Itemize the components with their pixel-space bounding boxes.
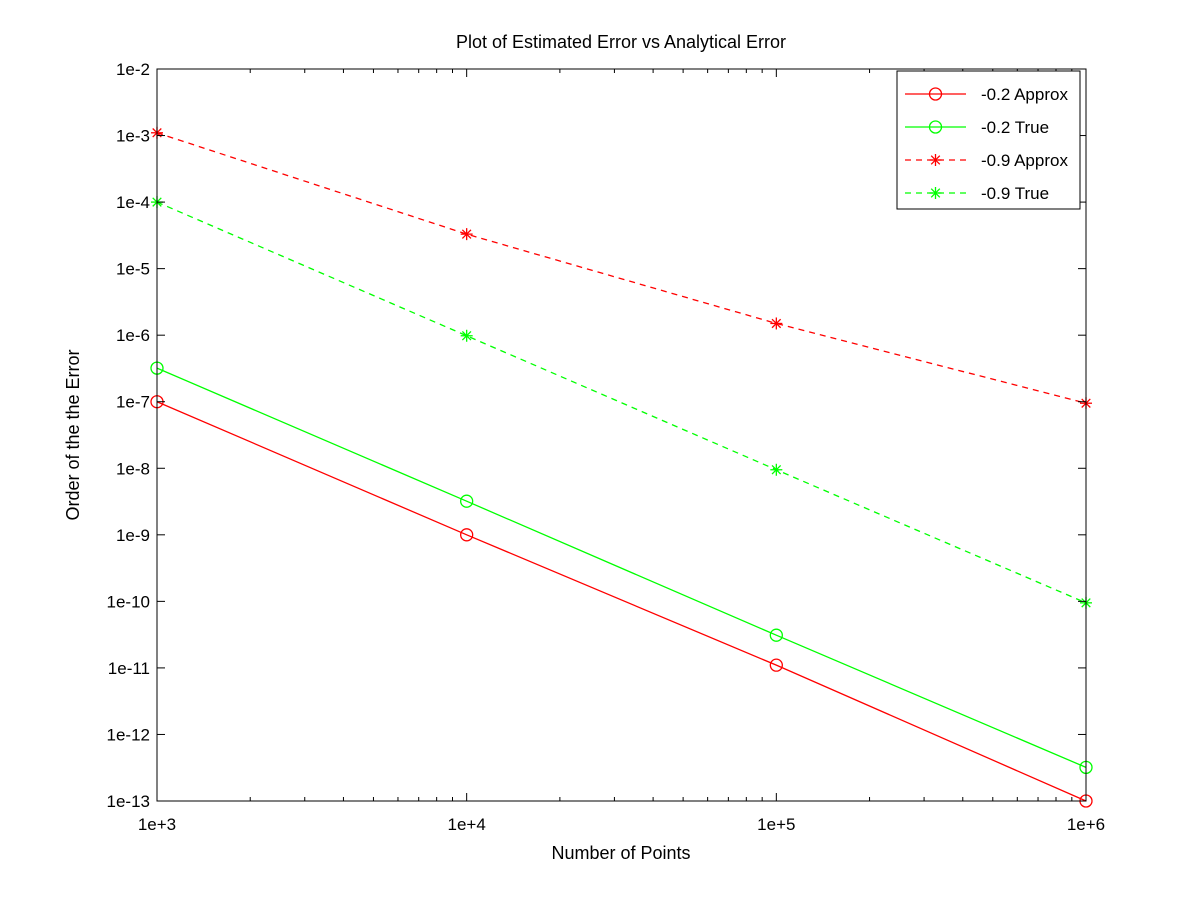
data-point [770,463,783,476]
data-point [770,317,783,330]
legend: -0.2 Approx -0.2 True -0.9 Approx -0.9 True [896,70,1081,210]
y-tick-label: 1e-10 [107,592,150,611]
legend-marker [929,187,942,199]
legend-marker [929,154,942,166]
y-axis-title: Order of the the Error [63,349,83,520]
series-line [156,201,1087,604]
y-tick-label: 1e-5 [116,260,150,279]
series-line [156,132,1087,404]
legend-marker [928,120,943,134]
data-point [769,628,783,642]
data-point [460,494,474,508]
y-tick-label: 1e-4 [116,193,150,212]
series-line [156,401,1087,802]
axis-tick-labels: 1e+3 1e+4 1e+5 1e+6 1e-13 1e-12 1e-11 1e-10 1e-9… [107,60,1106,834]
series-line [156,367,1087,768]
legend-label: -0.9 Approx [981,151,1068,170]
legend-entry: -0.9 True [905,184,1049,203]
plot-frame [156,68,1087,802]
data-point [460,228,473,241]
y-tick-label: 1e-2 [116,60,150,79]
data-point [460,329,473,342]
y-tick-label: 1e-12 [107,725,150,744]
series-0-2-true [150,361,1093,775]
y-tick-label: 1e-11 [108,659,150,678]
y-tick-label: 1e-7 [116,393,150,412]
legend-label: -0.9 True [981,184,1049,203]
y-tick-label: 1e-13 [107,792,150,811]
plot-series [150,126,1093,808]
y-tick-label: 1e-9 [116,526,150,545]
y-tick-label: 1e-3 [116,127,150,146]
x-tick-label: 1e+3 [138,815,176,834]
chart-title: Plot of Estimated Error vs Analytical Er… [456,32,786,52]
y-tick-label: 1e-8 [116,459,150,478]
legend-label: -0.2 Approx [981,85,1068,104]
data-point [460,528,474,542]
legend-entry: -0.2 True [905,118,1049,137]
series-0-2-approx [150,395,1093,808]
axis-ticks [156,68,1087,802]
series-0-9-true [151,196,1092,609]
data-point [769,658,783,672]
y-tick-label: 1e-6 [116,326,150,345]
legend-entry: -0.9 Approx [905,151,1068,170]
legend-entry: -0.2 Approx [905,85,1068,104]
x-tick-label: 1e+5 [757,815,795,834]
legend-marker [928,87,943,101]
x-axis-title: Number of Points [551,843,690,863]
legend-label: -0.2 True [981,118,1049,137]
x-tick-label: 1e+6 [1067,815,1105,834]
x-tick-label: 1e+4 [448,815,486,834]
